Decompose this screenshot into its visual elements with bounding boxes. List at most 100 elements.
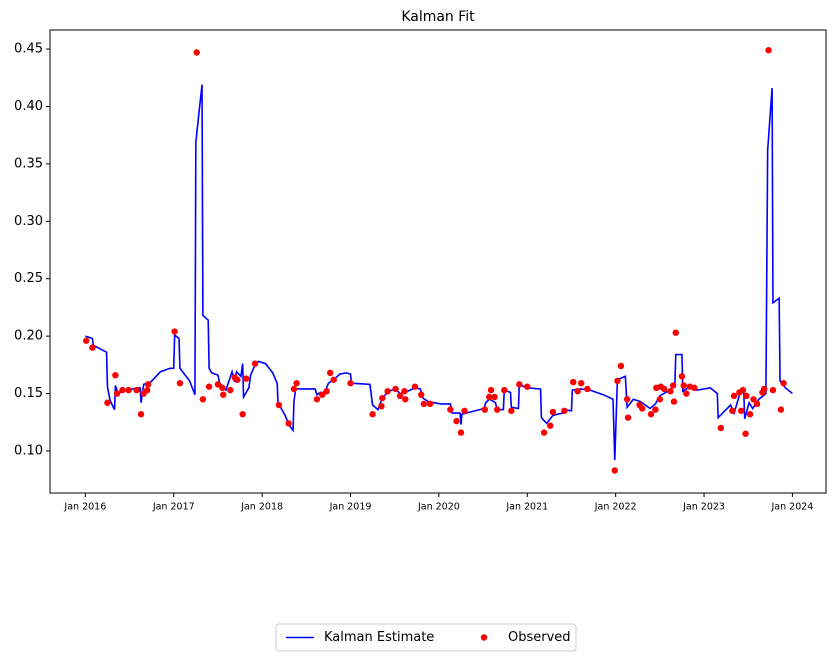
observed-point — [125, 386, 132, 394]
observed-point — [540, 429, 548, 436]
observed-point — [547, 422, 554, 429]
observed-point — [584, 385, 591, 393]
observed-point — [746, 411, 754, 418]
observed-point — [243, 375, 250, 382]
observed-point — [656, 396, 664, 403]
observed-point — [199, 396, 207, 403]
observed-point — [614, 377, 621, 385]
observed-point — [494, 406, 501, 413]
observed-point — [743, 392, 750, 400]
x-tick-label: Jan 2022 — [594, 502, 637, 513]
observed-point — [623, 396, 631, 403]
x-tick-label: Jan 2016 — [63, 502, 106, 513]
observed-point — [647, 411, 655, 418]
y-tick-label: 0.40 — [14, 99, 43, 114]
observed-point — [293, 380, 300, 387]
observed-point — [742, 430, 749, 437]
observed-point — [760, 385, 768, 393]
legend-label: Kalman Estimate — [324, 630, 434, 645]
observed-point — [290, 385, 298, 393]
observed-point — [678, 373, 686, 380]
observed-point — [83, 337, 90, 344]
y-tick-label: 0.25 — [14, 271, 43, 286]
observed-point — [691, 384, 698, 392]
y-tick-label: 0.20 — [14, 329, 43, 344]
observed-point — [750, 396, 757, 403]
observed-point — [176, 380, 184, 387]
observed-point — [561, 407, 568, 414]
legend: Kalman Estimate Observed — [275, 623, 577, 652]
observed-point — [319, 391, 326, 398]
observed-point — [577, 380, 585, 387]
x-tick-label: Jan 2020 — [417, 502, 460, 513]
observed-point — [739, 386, 747, 394]
observed-point — [426, 400, 434, 408]
observed-point — [453, 417, 460, 425]
legend-box — [275, 623, 577, 652]
observed-point — [570, 378, 577, 386]
observed-point — [611, 467, 618, 474]
observed-point — [378, 402, 385, 410]
observed-point — [275, 401, 283, 409]
observed-point — [730, 392, 738, 400]
observed-point — [384, 388, 391, 395]
observed-point — [780, 380, 787, 387]
observed-point — [369, 411, 376, 418]
observed-point — [753, 400, 761, 408]
observed-point — [137, 411, 145, 418]
observed-point — [669, 382, 677, 389]
y-tick-label: 0.10 — [14, 443, 43, 458]
observed-point — [508, 407, 515, 414]
observed-point — [251, 360, 259, 367]
observed-point — [89, 344, 96, 351]
y-tick-label: 0.45 — [14, 42, 43, 57]
observed-point — [457, 429, 465, 436]
observed-point — [313, 396, 321, 403]
observed-point — [737, 407, 745, 414]
observed-point — [113, 390, 121, 397]
plot-frame — [49, 29, 827, 494]
x-tick-label: Jan 2021 — [505, 502, 548, 513]
observed-point — [326, 369, 334, 377]
observed-point — [112, 371, 119, 379]
x-tick-label: Jan 2019 — [329, 502, 372, 513]
observed-point — [420, 400, 428, 408]
observed-point — [729, 407, 736, 414]
observed-point — [486, 393, 493, 401]
observed-point — [379, 394, 386, 402]
observed-point — [717, 424, 725, 432]
observed-point — [574, 388, 581, 395]
observed-point — [481, 406, 489, 413]
observed-point — [501, 386, 508, 394]
y-tick-label: 0.30 — [14, 214, 43, 229]
legend-swatch — [480, 634, 488, 641]
observed-point — [769, 386, 777, 394]
observed-point — [227, 386, 234, 394]
x-tick-label: Jan 2017 — [152, 502, 195, 513]
observed-point — [777, 406, 785, 413]
chart-title: Kalman Fit — [401, 9, 475, 25]
observed-point — [411, 383, 419, 390]
observed-point — [234, 376, 241, 383]
observed-point — [144, 386, 151, 394]
observed-point — [638, 405, 646, 412]
observed-point — [667, 388, 674, 395]
observed-point — [214, 381, 222, 388]
observed-point — [549, 408, 557, 416]
observed-point — [323, 388, 330, 395]
observed-point — [680, 382, 687, 389]
observed-point — [285, 420, 292, 427]
observed-point — [418, 391, 425, 398]
observed-point — [670, 398, 678, 405]
observed-point — [239, 411, 246, 418]
y-tick-label: 0.15 — [14, 386, 43, 401]
x-tick-label: Jan 2024 — [770, 502, 813, 513]
observed-point — [144, 381, 152, 388]
observed-point — [402, 396, 409, 403]
observed-point — [624, 414, 632, 421]
observed-point — [205, 383, 213, 390]
observed-point — [193, 49, 200, 56]
